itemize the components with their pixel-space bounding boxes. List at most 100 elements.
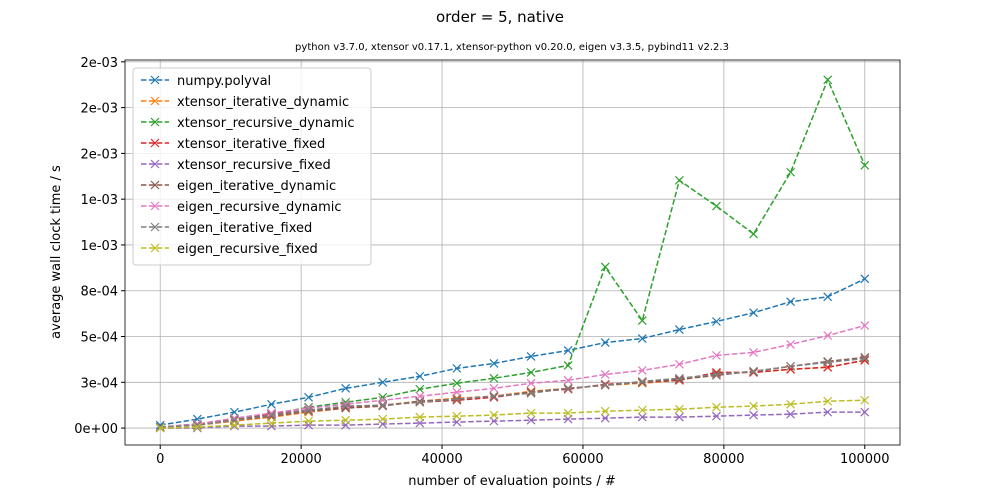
- marker: [563, 375, 573, 385]
- chart-subtitle: python v3.7.0, xtensor v0.17.1, xtensor-…: [295, 42, 729, 53]
- marker: [229, 420, 239, 430]
- series: [155, 395, 870, 433]
- marker: [749, 367, 758, 377]
- marker: [150, 138, 160, 148]
- y-axis-label: average wall clock time / s: [49, 165, 64, 339]
- marker: [415, 371, 425, 381]
- marker: [749, 308, 758, 318]
- marker: [304, 392, 313, 402]
- marker: [749, 401, 758, 411]
- legend-label: xtensor_iterative_fixed: [177, 137, 325, 152]
- marker: [674, 412, 684, 422]
- y-tick-label: 1e-03: [80, 239, 118, 254]
- marker: [563, 346, 573, 355]
- marker: [786, 297, 796, 307]
- marker: [637, 316, 647, 326]
- marker: [823, 357, 833, 367]
- marker: [415, 397, 425, 407]
- marker: [304, 420, 313, 430]
- series-line: [160, 411, 865, 429]
- marker: [637, 412, 647, 422]
- marker: [526, 387, 536, 397]
- y-tick-label: 0e+00: [74, 422, 118, 437]
- marker: [489, 383, 499, 393]
- marker: [563, 361, 573, 370]
- marker: [150, 96, 160, 106]
- y-tick-label: 8e-04: [80, 285, 118, 300]
- marker: [563, 383, 573, 393]
- marker: [526, 388, 536, 398]
- y-tick-label: 2e-03: [80, 102, 118, 117]
- marker: [563, 384, 573, 394]
- marker: [267, 411, 276, 421]
- marker: [674, 359, 684, 369]
- marker: [526, 378, 536, 388]
- y-tick-label: 3e-04: [80, 376, 118, 391]
- marker: [526, 415, 536, 425]
- legend-label: eigen_iterative_dynamic: [177, 179, 336, 194]
- marker: [786, 399, 796, 409]
- marker: [860, 395, 870, 405]
- plot-frame: [124, 59, 901, 446]
- marker: [823, 407, 833, 417]
- marker: [563, 408, 573, 418]
- marker: [341, 383, 351, 393]
- marker: [637, 377, 647, 387]
- marker: [712, 370, 721, 380]
- marker: [674, 374, 684, 384]
- marker: [749, 410, 758, 420]
- marker: [600, 262, 610, 272]
- marker: [860, 354, 870, 363]
- series: [155, 354, 870, 432]
- marker: [749, 229, 758, 239]
- marker: [267, 418, 276, 428]
- marker: [786, 167, 796, 177]
- legend: numpy.polyval xtensor_iterative_dynamicxt…: [132, 67, 372, 266]
- marker: [452, 363, 462, 373]
- marker: [674, 175, 684, 185]
- marker: [489, 391, 499, 401]
- marker: [415, 384, 425, 394]
- marker: [192, 422, 202, 432]
- marker: [415, 412, 425, 422]
- marker: [823, 356, 833, 366]
- marker: [341, 415, 351, 425]
- marker: [267, 409, 276, 419]
- x-axis-label: number of evaluation points / #: [408, 474, 616, 489]
- series: [155, 274, 870, 430]
- legend-label: eigen_recursive_fixed: [177, 242, 318, 257]
- marker: [155, 422, 165, 432]
- y-tick-label: 5e-04: [80, 331, 118, 346]
- marker: [860, 321, 870, 330]
- marker: [452, 394, 462, 404]
- marker: [860, 352, 870, 362]
- marker: [489, 410, 499, 420]
- marker: [155, 423, 165, 433]
- y-tick-label: 2e-03: [80, 56, 118, 71]
- marker: [712, 317, 721, 326]
- x-tick-label: 0: [156, 452, 164, 467]
- marker: [489, 373, 499, 383]
- marker: [712, 201, 721, 211]
- marker: [637, 334, 647, 343]
- marker: [600, 379, 610, 389]
- legend-label: xtensor_iterative_dynamic: [177, 95, 349, 110]
- chart-title: order = 5, native: [436, 8, 564, 26]
- marker: [786, 409, 796, 419]
- series-line: [160, 357, 865, 428]
- marker: [712, 411, 721, 421]
- marker: [823, 292, 833, 302]
- series-line: [160, 399, 865, 429]
- series-line: [160, 356, 865, 428]
- series: [155, 407, 870, 433]
- y-tick-label: 2e-03: [80, 147, 118, 162]
- marker: [637, 376, 647, 386]
- marker: [341, 401, 351, 411]
- marker: [786, 361, 796, 371]
- marker: [637, 405, 647, 415]
- marker: [712, 402, 721, 412]
- marker: [489, 359, 499, 368]
- legend-label: xtensor_recursive_dynamic: [177, 116, 355, 131]
- series: [155, 352, 870, 432]
